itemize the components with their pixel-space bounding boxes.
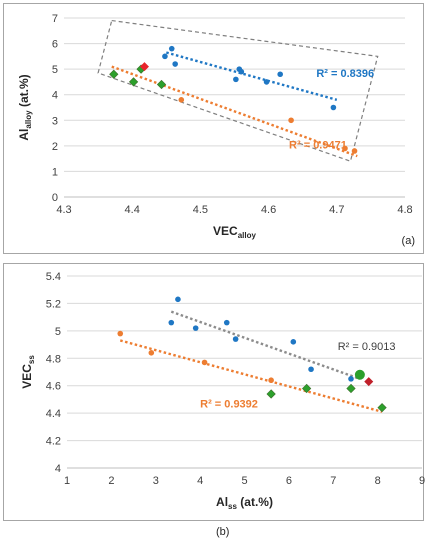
y-tick-label: 3: [52, 115, 58, 127]
y-tick-label: 4.4: [46, 408, 61, 420]
data-point-orange: [268, 377, 274, 384]
data-point-blue: [192, 325, 199, 331]
data-point-orange: [148, 350, 155, 356]
data-point-blue: [263, 79, 270, 85]
data-point-blue: [168, 45, 175, 52]
r-squared-label: R² = 0.9013: [338, 341, 396, 353]
x-tick-label: 1: [64, 475, 70, 487]
data-point-blue: [172, 61, 178, 67]
x-tick-label: 4.5: [193, 204, 208, 216]
data-point-blue: [308, 366, 314, 373]
data-point-diamond-red: [364, 377, 374, 387]
data-point-orange: [178, 97, 185, 103]
data-point-orange: [288, 117, 294, 124]
x-tick-label: 7: [330, 475, 336, 487]
data-point-blue: [223, 319, 230, 326]
r-squared-label: R² = 0.9471: [289, 139, 347, 151]
y-tick-label: 5.4: [46, 271, 61, 283]
trendline-blue: [165, 51, 338, 101]
data-point-diamond-red: [139, 62, 149, 72]
data-point-blue: [277, 71, 283, 78]
data-point-blue: [162, 53, 168, 60]
y-tick-label: 4: [52, 90, 58, 102]
data-point-diamond-green: [346, 383, 356, 394]
data-point-orange: [342, 145, 348, 152]
y-tick-label: 5.2: [46, 298, 61, 310]
chart-a-panel-label: (a): [401, 235, 415, 247]
data-point-blue: [290, 339, 297, 345]
enclosure-box: [97, 19, 379, 162]
r-squared-label: R² = 0.9392: [200, 399, 258, 411]
r-squared-label: R² = 0.8396: [316, 68, 374, 80]
data-point-blue: [330, 104, 337, 111]
data-point-diamond-green: [266, 389, 276, 399]
x-tick-label: 3: [153, 475, 159, 487]
data-point-orange: [117, 330, 124, 337]
data-point-blue: [232, 336, 239, 342]
chart-b-frame: 4 4.2 4.4 4.6 4.8 5 5.2 5.4 1 2 3 4 5 6 7 8 9 Alss (at.%)…: [3, 263, 425, 521]
y-tick-label: 5: [55, 326, 61, 338]
y-tick-label: 1: [52, 166, 58, 178]
trendline-orange: [111, 65, 358, 158]
x-tick-label: 9: [419, 475, 425, 487]
data-point-orange: [201, 359, 208, 366]
data-point-diamond-green: [377, 403, 387, 413]
y-tick-label: 7: [52, 13, 58, 25]
data-point-blue: [233, 76, 239, 83]
y-axis-title: VECss: [20, 355, 36, 389]
x-tick-label: 4: [197, 475, 203, 487]
data-point-blue: [348, 376, 354, 382]
x-tick-label: 8: [375, 475, 381, 487]
chart-a-frame: 0 1 2 3 4 5 6 7 4.3 4.4 4.5 4.6 4.7 4.8 VECalloy Alallo…: [3, 3, 424, 254]
y-tick-label: 4.6: [46, 381, 61, 393]
chart-b-panel-label: (b): [216, 526, 230, 538]
data-point-blue: [175, 296, 181, 303]
x-axis-title: Alss (at.%): [216, 495, 273, 511]
y-axis-title: Alalloy (at.%): [17, 74, 33, 140]
y-tick-label: 0: [52, 192, 58, 204]
x-tick-label: 4.4: [125, 204, 140, 216]
y-tick-label: 6: [52, 39, 58, 51]
chart-b: 4 4.2 4.4 4.6 4.8 5 5.2 5.4 1 2 3 4 5 6 7 8 9 Alss (at.%)…: [20, 271, 425, 511]
trendline-gray: [170, 310, 361, 380]
chart-a: 0 1 2 3 4 5 6 7 4.3 4.4 4.5 4.6 4.7 4.8 VECalloy Alallo…: [17, 13, 413, 240]
data-point-diamond-green: [156, 79, 167, 90]
data-point-diamond-green: [128, 77, 139, 87]
x-tick-label: 4.6: [261, 204, 276, 216]
data-point-diamond-green: [302, 383, 312, 394]
y-tick-label: 5: [52, 64, 58, 76]
x-axis-title: VECalloy: [213, 224, 256, 240]
y-tick-label: 2: [52, 141, 58, 153]
x-tick-label: 2: [108, 475, 114, 487]
data-point-diamond-green: [109, 69, 119, 79]
y-tick-label: 4.8: [46, 353, 61, 365]
trendline-orange: [119, 339, 383, 413]
x-tick-label: 4.3: [56, 204, 71, 216]
x-tick-label: 6: [286, 475, 292, 487]
data-point-blue: [168, 319, 175, 326]
data-point-large-green: [354, 369, 365, 380]
x-tick-label: 4.8: [397, 204, 412, 216]
data-point-orange: [351, 148, 358, 154]
x-tick-label: 5: [241, 475, 247, 487]
data-point-blue: [238, 68, 245, 75]
y-tick-label: 4: [55, 463, 61, 475]
y-tick-label: 4.2: [46, 436, 61, 448]
x-tick-label: 4.7: [329, 204, 344, 216]
